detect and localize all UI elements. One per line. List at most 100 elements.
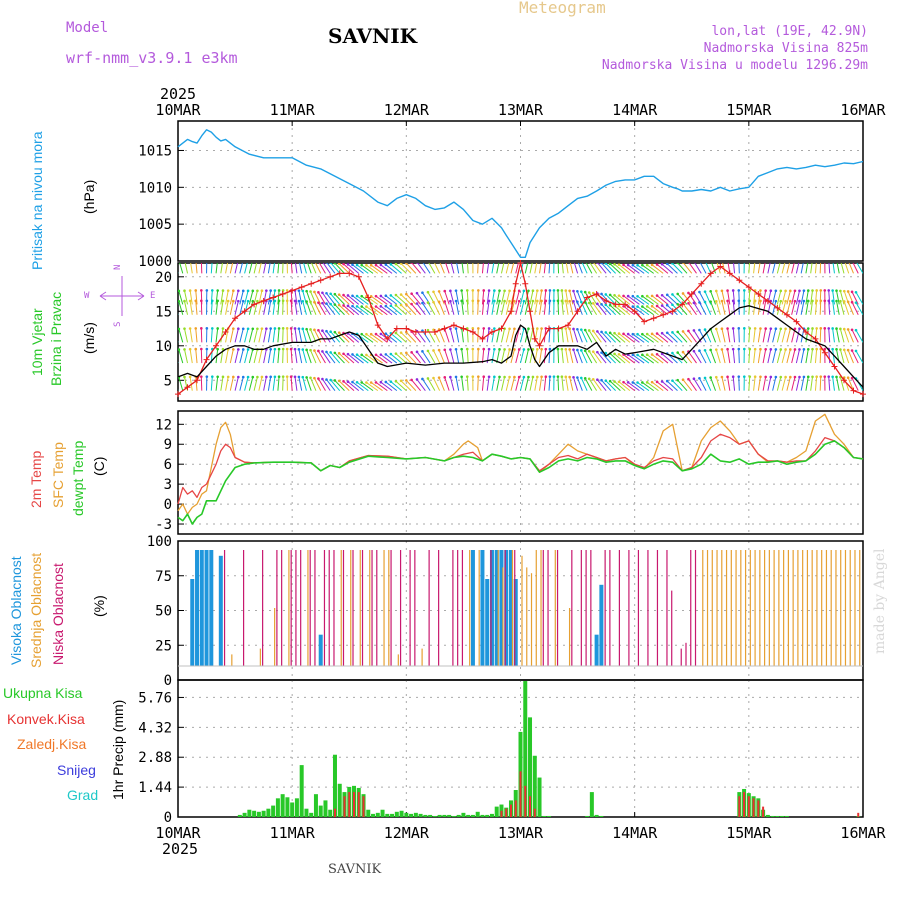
model-name: wrf-nmm_v3.9.1 e3km [66,49,238,67]
wind-vector-head [568,327,571,331]
wind-vector-head [183,375,186,379]
wind-vector [380,264,393,274]
wind-vector-head [498,375,501,379]
wind-vector [311,263,317,274]
wind-vector-head [260,327,264,330]
wind-vector [705,263,712,274]
wind-vector [267,290,272,305]
wind-vector [427,350,436,364]
wind-vector-head [256,375,259,379]
precip-unit: 1hr Precip (mm) [110,699,126,800]
gust-marker [450,322,457,329]
wind-vector [753,263,756,274]
total-precip-bar [765,814,770,817]
total-precip-bar [337,783,342,817]
wind-vector-head [604,379,608,382]
wind-vector [727,328,731,343]
wind-vector-head [351,380,354,384]
wind-vector [800,328,805,343]
y-tick-label: 0 [164,497,172,513]
wind-vector [762,263,766,274]
wind-vector [748,349,751,364]
wind-vector-head [410,378,413,382]
wind-vector [656,381,669,392]
wind-vector [314,263,322,274]
total-precip-bar [313,794,318,817]
wind-vector [416,303,426,316]
wind-vector-head [210,327,214,330]
wind-vector-head [246,375,250,379]
wind-vector-head [178,289,181,293]
wind-vector [627,381,640,392]
gust-marker [650,315,657,322]
wind-vector-head [183,348,186,351]
wind-vector-head [576,290,579,293]
wind-vector [651,305,664,316]
wind-vector-head [641,353,644,357]
wind-vector [244,328,249,343]
wind-vector-head [399,293,403,296]
wind-vector-head [369,381,373,384]
wind-vector [290,376,293,391]
wind-vector-head [560,289,564,292]
wind-vector-head [384,332,388,335]
gust-marker [717,263,724,270]
wind-vector-head [465,327,469,330]
gust-line [177,262,864,395]
wind-vector-head [221,289,225,292]
wind-vector-head [513,299,516,303]
wind-vector [326,263,336,274]
high-cloud-bar [513,579,518,666]
x-tick-label-top: 12MAR [384,101,430,119]
wind-vector [748,263,751,274]
wind-vector [395,332,407,343]
wind-vector [851,301,859,315]
wind-vector-head [379,380,383,384]
wind-vector-head [650,380,654,384]
wind-vector-head [591,329,595,333]
temp-dewpt-label: dewpt Temp [70,440,86,516]
wind-vector [395,263,407,274]
wind-vector-head [846,290,850,293]
wind-vector-head [636,263,639,267]
wind-vector-head [839,289,842,293]
wind-vector-head [482,289,486,292]
wind-vector [375,381,388,392]
wind-vector [828,328,831,343]
wind-vector-head [503,289,506,293]
wind-vector-head [379,294,383,298]
wind-vector-head [576,327,579,331]
wind-vector [732,328,736,343]
wind-vector-head [676,330,679,334]
wind-vector [338,380,350,392]
wind-vector [592,303,602,316]
wind-vector [277,376,280,391]
gust-marker [536,342,543,349]
gust-marker [860,391,866,398]
gust-marker [764,297,771,304]
wind-vector-head [650,263,654,267]
wind-vector [322,302,331,316]
wind-vector [244,349,249,364]
wind-vector [672,304,683,316]
wind-vector [732,349,736,364]
wind-vector [322,378,331,391]
wind-vector [411,263,421,274]
wind-unit: (m/s) [81,322,97,354]
wind-vector [805,376,809,391]
wind-vector [786,328,791,343]
wind-vector-head [660,331,664,335]
wind-vector [524,376,529,391]
wind-vector [727,300,731,315]
wind-vector-head [493,347,496,351]
wind-vector-head [793,289,797,293]
wind-vector [810,349,813,364]
gust-marker [194,377,201,384]
wind-vector-head [321,301,324,305]
wind-vector [352,264,364,274]
cloud-mid-label: Srednja Oblacnost [28,552,44,668]
wind-vector-head [769,327,773,330]
wind-vector [322,330,331,343]
wind-vector-head [281,375,285,378]
